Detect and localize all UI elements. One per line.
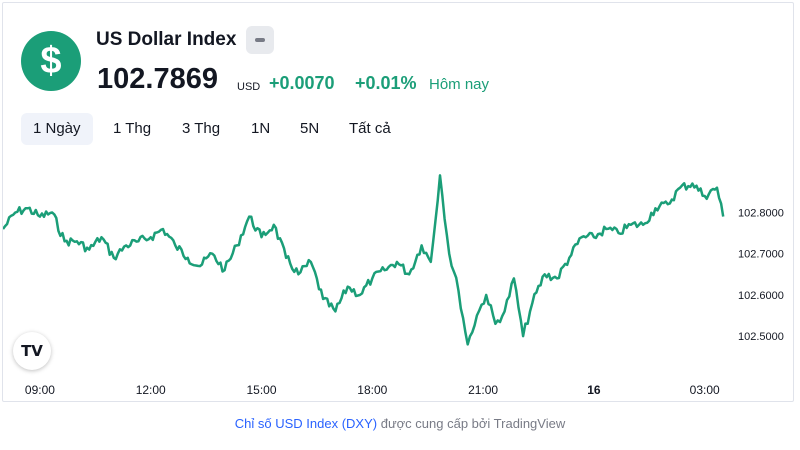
y-tick-label: 102.8000 — [738, 207, 784, 219]
y-tick-label: 102.5000 — [738, 331, 784, 343]
y-tick-label: 102.6000 — [738, 290, 784, 302]
x-tick-label: 18:00 — [357, 383, 387, 397]
change-period: Hôm nay — [429, 76, 490, 93]
x-tick-label: 03:00 — [690, 383, 720, 397]
price-change-percent: +0.01% — [355, 73, 417, 93]
tab-1-day[interactable]: 1 Ngày — [21, 113, 93, 145]
x-tick-label: 09:00 — [25, 383, 55, 397]
tradingview-logo-icon[interactable]: TV — [13, 332, 51, 370]
tab-all[interactable]: Tất cả — [349, 120, 391, 137]
x-tick-label: 21:00 — [468, 383, 498, 397]
x-tick-label: 15:00 — [247, 383, 277, 397]
tab-1-year[interactable]: 1N — [251, 120, 271, 137]
x-tick-label: 16 — [587, 383, 601, 397]
dollar-icon: $ — [21, 31, 81, 91]
market-status-badge — [246, 26, 274, 54]
attribution: Chỉ số USD Index (DXY) được cung cấp bởi… — [0, 416, 800, 431]
price-chart[interactable]: 102.8000 102.7000 102.6000 102.5000 09:00 12:… — [3, 153, 793, 398]
x-tick-label: 12:00 — [136, 383, 166, 397]
price-change: +0.0070 — [269, 73, 335, 93]
currency-label: USD — [237, 81, 261, 93]
attribution-text: được cung cấp bởi TradingView — [380, 416, 566, 431]
last-price: 102.7869 — [97, 63, 218, 95]
symbol-title[interactable]: US Dollar Index — [96, 29, 237, 50]
y-tick-label: 102.7000 — [738, 249, 784, 261]
price-line — [3, 174, 725, 346]
tab-5-years[interactable]: 5N — [300, 120, 320, 137]
tab-1-month[interactable]: 1 Thg — [113, 120, 152, 137]
dash-icon — [255, 38, 265, 42]
tab-3-months[interactable]: 3 Thg — [182, 120, 221, 137]
ticker-widget: $ US Dollar Index 102.7869 USD +0.0070 +… — [2, 2, 794, 402]
attribution-link[interactable]: Chỉ số USD Index (DXY) — [234, 416, 378, 431]
